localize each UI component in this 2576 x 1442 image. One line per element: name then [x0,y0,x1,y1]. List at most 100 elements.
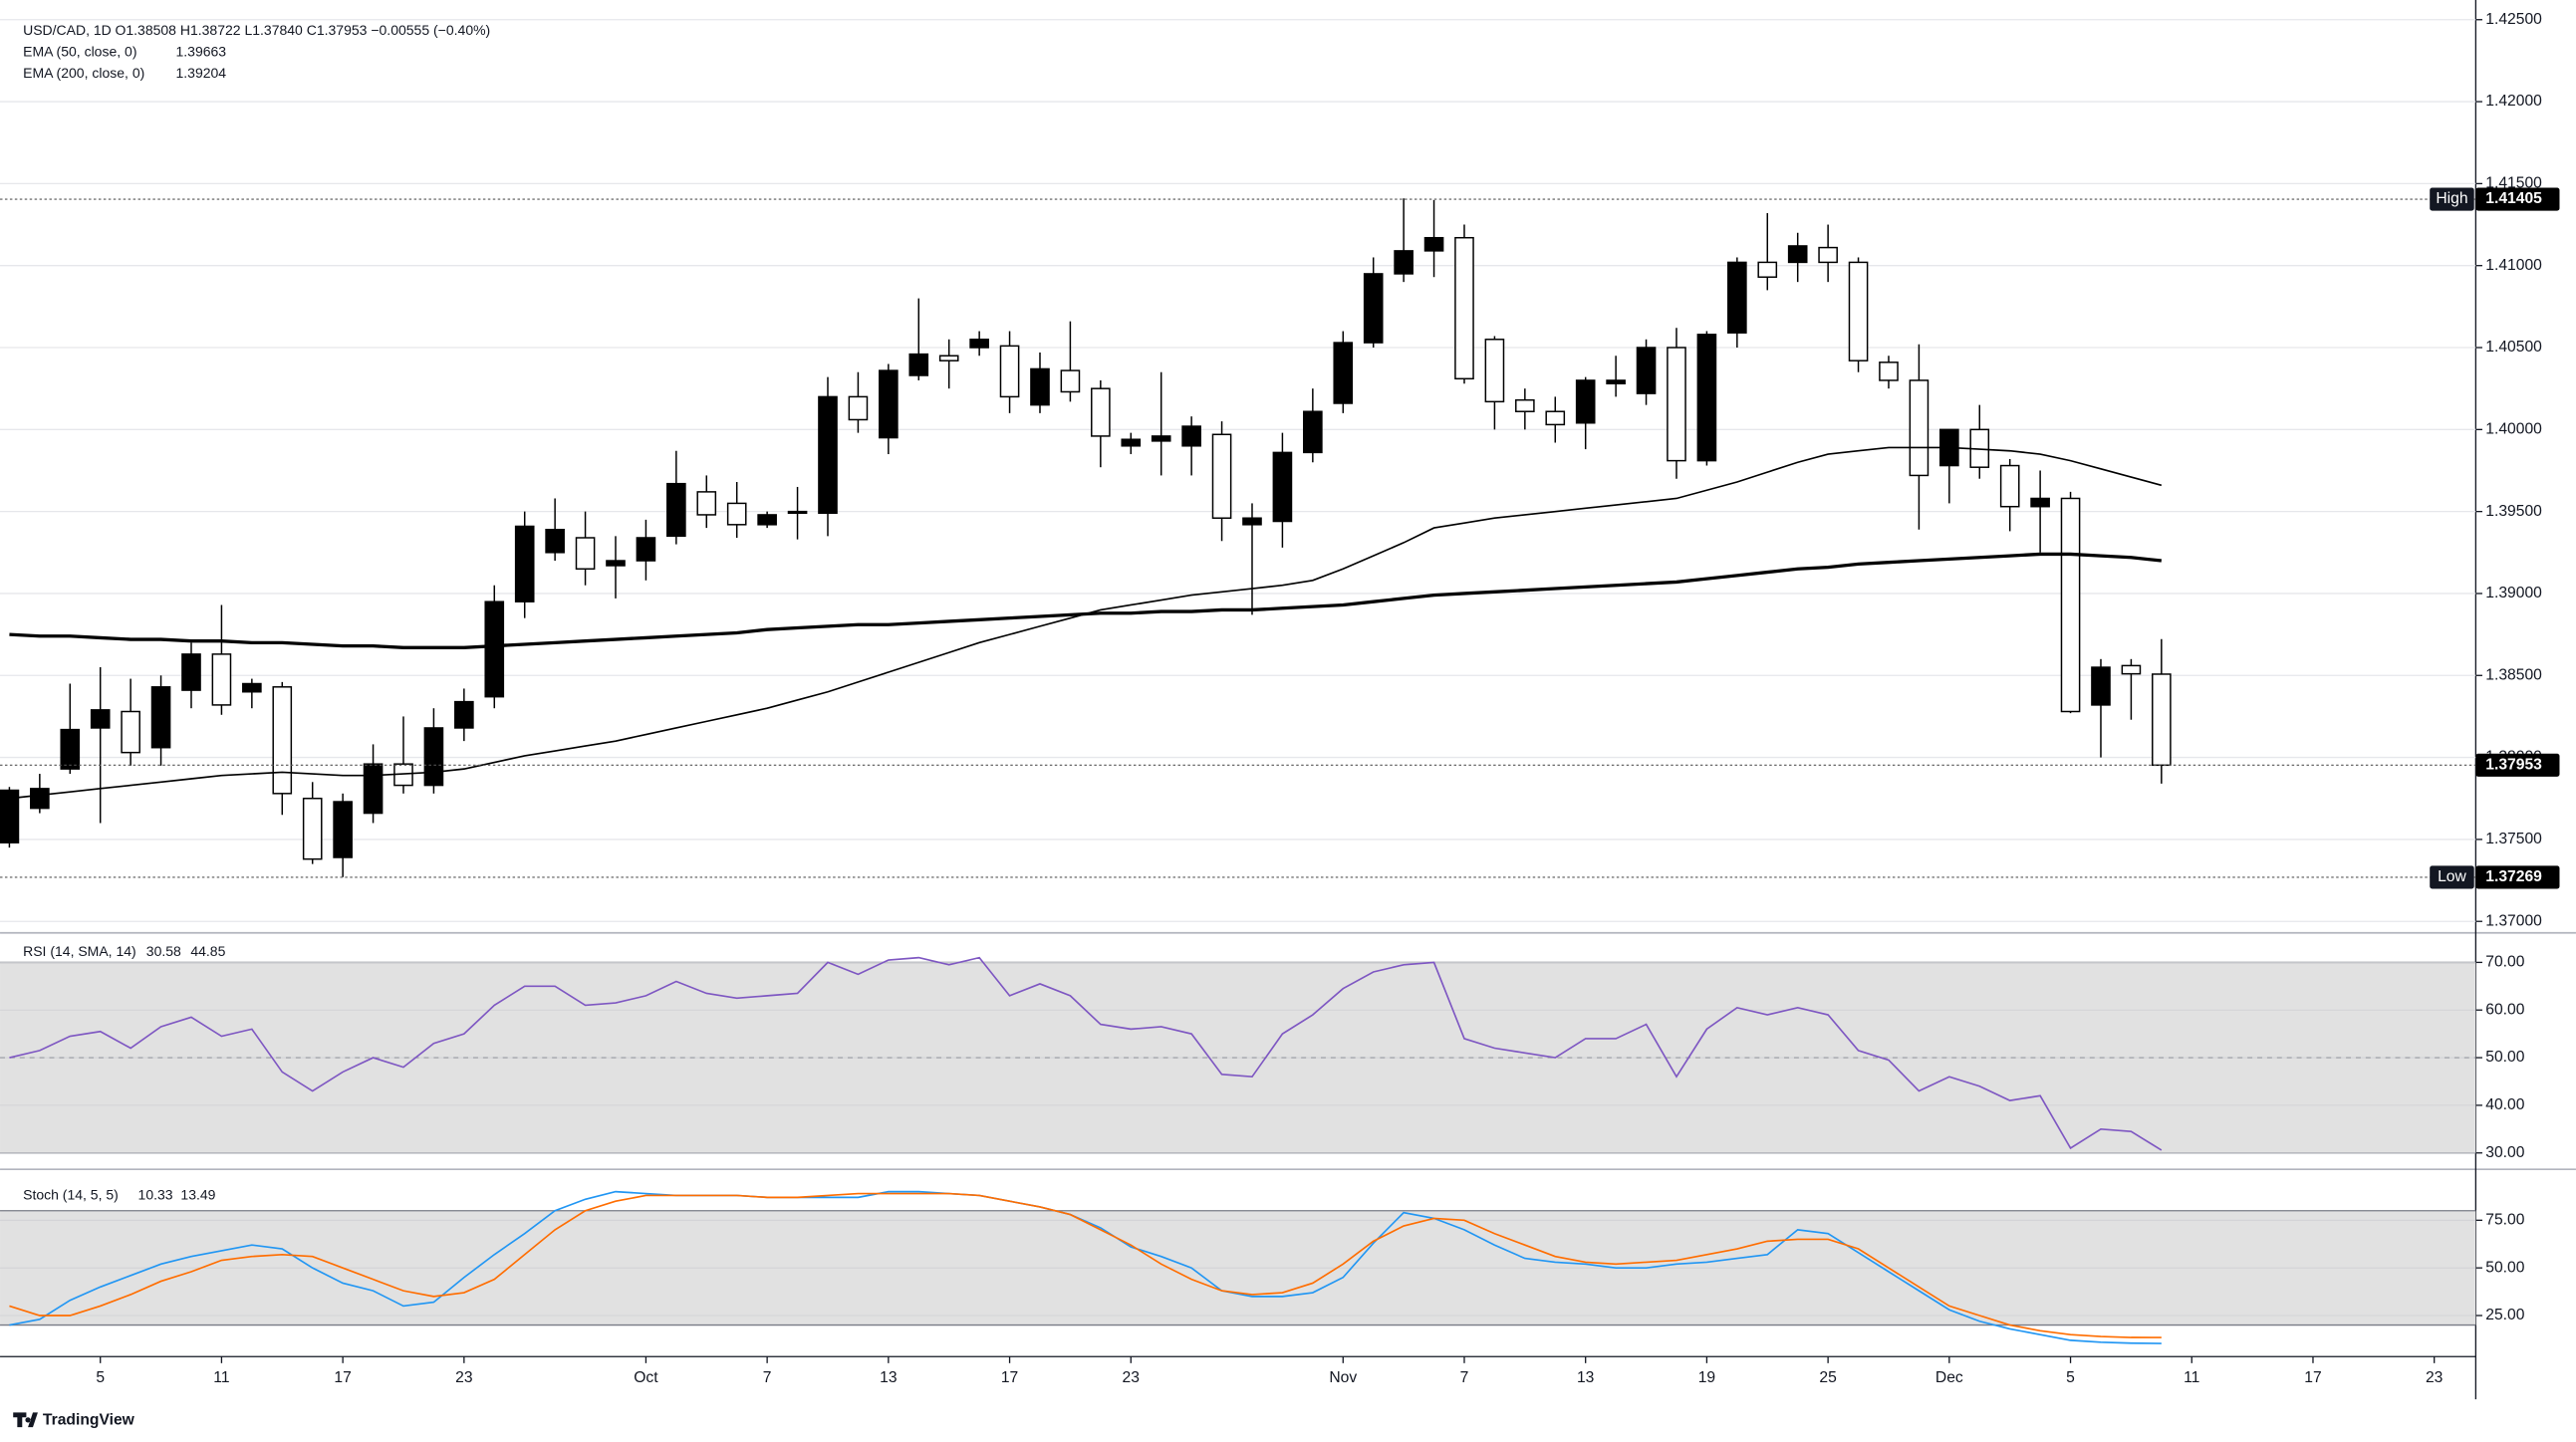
x-tick-label: 19 [1698,1369,1715,1386]
candle-body [1757,261,1778,278]
rsi-title: RSI (14, SMA, 14) [23,943,136,959]
candle-body [2030,497,2050,508]
y-tick-label: 40.00 [2485,1096,2524,1113]
candle-body [636,537,656,562]
candle-body [969,339,989,349]
candle-body [30,788,50,810]
candle-body [848,395,869,421]
candle-body [1121,438,1142,447]
symbol-title: USD/CAD, 1D [23,22,112,38]
candle-body [514,525,535,602]
y-tick-label: 1.41000 [2485,257,2542,274]
candle-body [181,653,201,691]
x-tick-label: 5 [2066,1369,2075,1386]
candle-body [908,353,929,376]
x-tick-label: 13 [1577,1369,1595,1386]
x-tick-label: Dec [1935,1369,1963,1386]
candle-body [1667,347,1686,462]
candle-body [121,710,140,754]
candle-body [1060,369,1081,393]
y-tick-label: 1.37000 [2485,912,2542,929]
candle-body [726,502,747,526]
legend-value: 13.49 [180,1186,215,1202]
candle-body [879,369,899,439]
candle-body [1515,398,1535,412]
legend-name: EMA (200, close, 0) [23,65,144,81]
candle-body [1848,261,1869,361]
legend-value: 1.39663 [175,43,226,59]
candle-body [1181,425,1201,447]
x-tick-label: 17 [334,1369,351,1386]
price-badge-value: 1.37953 [2485,756,2542,773]
candle-body [1606,379,1626,384]
x-tick-label: Nov [1329,1369,1357,1386]
price-badge-value: 1.37269 [2485,868,2542,885]
candle-body [454,700,474,729]
ohlc-text: O1.38508 H1.38722 L1.37840 C1.37953 −0.0… [115,22,490,38]
candle-body [60,728,81,770]
legend-value: 10.33 [138,1186,173,1202]
candle-body [2121,664,2142,675]
candle-body [545,529,565,554]
y-tick-label: 1.40500 [2485,339,2542,356]
candle-body [787,510,808,515]
candle-body [1151,435,1171,442]
candle-body [1272,451,1293,523]
candle-body [302,798,323,860]
y-tick-label: 1.38500 [2485,666,2542,683]
candle-body [1091,387,1111,437]
x-tick-label: 23 [1123,1369,1141,1386]
y-tick-label: 1.39000 [2485,585,2542,601]
candle-body [1454,236,1474,380]
candle-body [90,709,111,729]
candle-body [423,727,444,787]
candle-body [2152,673,2172,767]
candle-body [1727,261,1747,334]
candle-body [1909,379,1930,477]
y-tick-label: 1.41500 [2485,175,2542,192]
x-tick-label: Oct [634,1369,658,1386]
x-tick-label: 25 [1819,1369,1837,1386]
x-tick-label: 13 [880,1369,898,1386]
y-tick-label: 75.00 [2485,1211,2524,1228]
x-tick-label: 23 [2426,1369,2444,1386]
candle-body [999,345,1020,398]
candle-body [272,686,293,795]
legend-value: 30.58 [146,943,181,959]
y-tick-label: 25.00 [2485,1307,2524,1323]
candle-body [757,514,777,526]
x-tick-label: 7 [1460,1369,1469,1386]
candle-body [1545,410,1566,426]
y-tick-label: 30.00 [2485,1144,2524,1161]
candle-body [938,355,959,361]
legend-value: 44.85 [190,943,225,959]
candle-body [1787,245,1808,264]
candle-body [333,801,353,858]
candle-body [1818,246,1838,264]
y-tick-label: 1.40000 [2485,420,2542,437]
x-tick-label: 17 [2304,1369,2321,1386]
price-badge-value: 1.41405 [2485,190,2542,207]
label-badge-text: Low [2438,868,2466,885]
candle-body [2060,497,2081,713]
candle-body [2091,666,2111,706]
candle-body [1303,410,1323,454]
candle-body [242,682,262,693]
label-badge [2430,187,2474,211]
logo-mark [13,1412,38,1428]
candle-body [1999,464,2020,508]
candle-body [606,560,626,567]
x-tick-label: 7 [763,1369,772,1386]
x-tick-label: 17 [1001,1369,1018,1386]
tradingview-logo: TradingView [13,1412,135,1429]
label-badge-text: High [2436,190,2467,207]
legend-value: 1.39204 [175,65,226,81]
y-tick-label: 1.37500 [2485,831,2542,847]
candle-body [1879,361,1899,381]
legend-name: EMA (50, close, 0) [23,43,136,59]
candle-body [818,395,838,515]
candle-body [1363,273,1384,344]
plot-layer: 1.370001.375001.380001.385001.390001.395… [0,11,2560,1386]
